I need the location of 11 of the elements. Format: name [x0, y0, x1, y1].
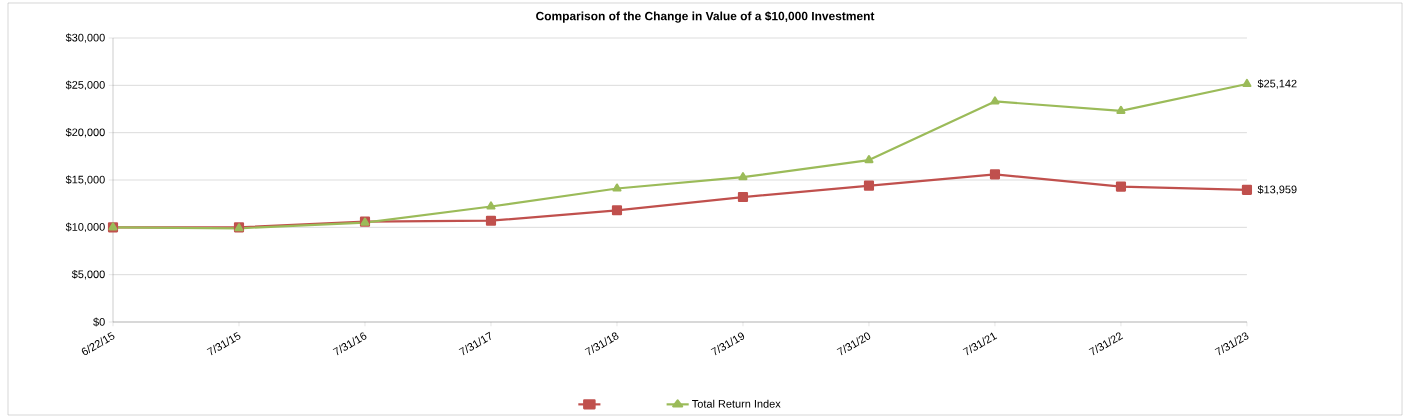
y-tick-label: $20,000 — [65, 127, 105, 138]
legend-label: Total Return Index — [692, 399, 781, 408]
data-label: $13,959 — [1257, 185, 1297, 195]
y-tick-label: $15,000 — [65, 175, 105, 185]
chart-title: Comparison of the Change in Value of a $10,000 Investment — [536, 11, 875, 23]
y-tick-label: $30,000 — [65, 33, 105, 43]
y-tick-label: $0 — [93, 317, 105, 327]
data-label: $25,142 — [1257, 79, 1297, 89]
y-tick-label: $5,000 — [71, 269, 105, 280]
y-tick-label: $25,000 — [65, 80, 105, 91]
y-tick-label: $10,000 — [65, 222, 105, 233]
